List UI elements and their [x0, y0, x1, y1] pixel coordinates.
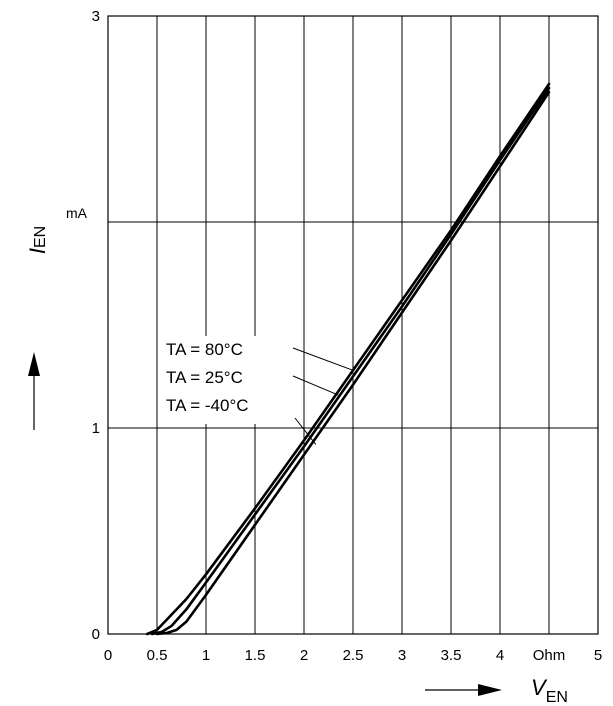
series-line — [150, 86, 551, 636]
x-tick-label: 2 — [300, 647, 308, 664]
x-tick-labels: 0 0.5 1 1.5 2 2.5 3 3.5 4 Ohm 5 — [104, 647, 602, 664]
y-tick-labels: 0 1 3 — [92, 8, 100, 643]
x-tick-label: Ohm — [533, 647, 566, 664]
y-axis-arrow — [28, 352, 40, 430]
y-axis-title: IEN — [25, 226, 50, 254]
x-tick-label: 3 — [398, 647, 406, 664]
legend-leader-line — [292, 347, 354, 371]
y-tick-label: 1 — [92, 420, 100, 437]
legend-label: TA = 25°C — [166, 368, 243, 387]
legend-label: TA = -40°C — [166, 396, 249, 415]
y-tick-label: 3 — [92, 8, 100, 25]
series-line — [155, 90, 551, 636]
curves — [145, 82, 551, 636]
x-axis-title: VEN — [531, 675, 568, 706]
y-tick-label: 0 — [92, 626, 100, 643]
x-tick-label: 0.5 — [147, 647, 168, 664]
x-tick-label: 4 — [496, 647, 504, 664]
x-axis-arrow — [425, 684, 502, 696]
x-axis-symbol: V — [531, 675, 548, 700]
plot-frame — [107, 15, 599, 635]
series-line — [145, 82, 551, 636]
y-axis-symbol: I — [25, 248, 50, 254]
x-tick-label: 2.5 — [343, 647, 364, 664]
svg-text:IEN: IEN — [25, 226, 50, 254]
legend-background — [160, 336, 280, 424]
x-tick-label: 1.5 — [245, 647, 266, 664]
x-tick-label: 0 — [104, 647, 112, 664]
legend: TA = 80°C TA = 25°C TA = -40°C — [160, 336, 354, 445]
legend-leader-line — [294, 417, 317, 445]
legend-leader-line — [292, 375, 339, 396]
y-axis-subscript: EN — [32, 226, 49, 248]
x-tick-label: 5 — [594, 647, 602, 664]
legend-label: TA = 80°C — [166, 340, 243, 359]
x-axis-subscript: EN — [546, 689, 568, 706]
x-tick-label: 1 — [202, 647, 210, 664]
grid — [108, 16, 598, 634]
x-tick-label: 3.5 — [441, 647, 462, 664]
y-unit-label: mA — [66, 205, 88, 221]
